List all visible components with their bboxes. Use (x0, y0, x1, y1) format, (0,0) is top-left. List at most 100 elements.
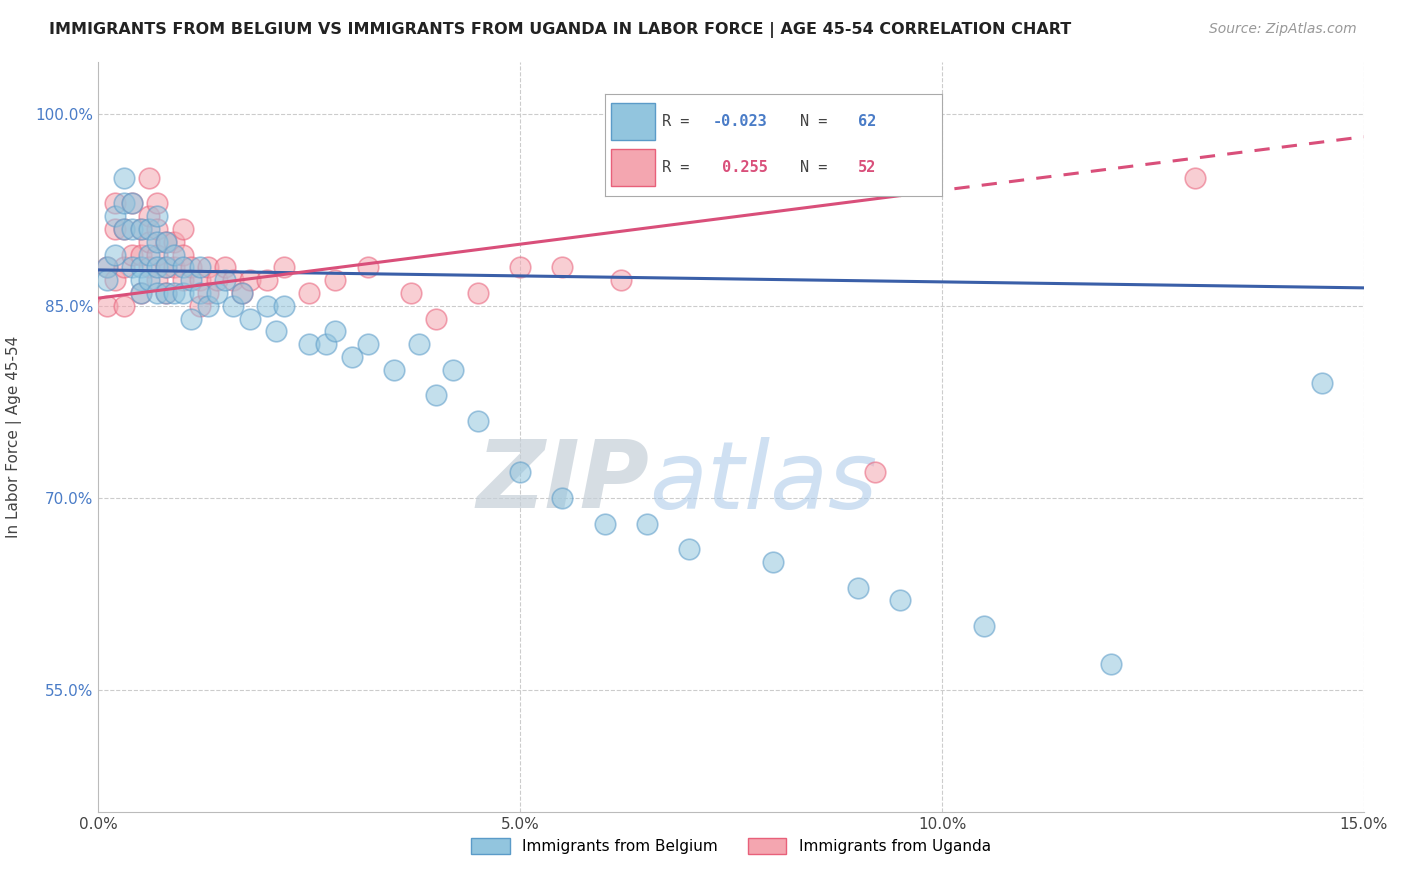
Point (467, 285, 489, 300)
Point (425, 388, 447, 402)
Point (129, 222, 152, 236)
Point (138, 222, 160, 236)
Point (146, 222, 169, 236)
Point (264, 325, 287, 339)
Point (129, 247, 152, 261)
Point (129, 285, 152, 300)
Point (155, 235, 177, 249)
Point (298, 337, 321, 351)
Point (256, 299, 278, 313)
Point (155, 260, 177, 275)
Point (222, 273, 245, 287)
Text: R =: R = (662, 160, 699, 175)
Point (121, 247, 143, 261)
Point (382, 363, 405, 377)
Legend: Immigrants from Belgium, Immigrants from Uganda: Immigrants from Belgium, Immigrants from… (465, 832, 997, 860)
Point (973, 619, 995, 633)
Point (155, 285, 177, 300)
Point (1310, 376, 1333, 390)
Text: atlas: atlas (648, 436, 877, 527)
Text: N =: N = (800, 114, 837, 128)
Point (231, 285, 253, 300)
Point (104, 209, 127, 223)
Point (172, 260, 194, 275)
Text: 62: 62 (858, 114, 876, 128)
Point (129, 222, 152, 236)
Point (222, 299, 245, 313)
Point (214, 273, 236, 287)
FancyBboxPatch shape (612, 103, 655, 140)
Point (551, 260, 574, 275)
Point (138, 260, 160, 275)
Point (205, 273, 228, 287)
Text: 52: 52 (858, 160, 876, 175)
Point (188, 299, 211, 313)
Point (214, 260, 236, 275)
Point (172, 247, 194, 261)
Point (180, 273, 202, 287)
Point (96, 273, 118, 287)
Point (197, 285, 219, 300)
Point (846, 581, 869, 595)
Text: N =: N = (800, 160, 837, 175)
Text: Source: ZipAtlas.com: Source: ZipAtlas.com (1209, 22, 1357, 37)
Point (239, 311, 262, 326)
Point (467, 414, 489, 428)
Point (138, 235, 160, 249)
Text: R =: R = (662, 114, 699, 128)
Point (273, 260, 295, 275)
Point (129, 285, 152, 300)
Point (678, 542, 700, 557)
Point (863, 465, 886, 479)
Point (146, 196, 169, 211)
Point (205, 285, 228, 300)
Point (340, 350, 363, 364)
Point (146, 209, 169, 223)
Point (129, 273, 152, 287)
Point (425, 311, 447, 326)
Point (172, 222, 194, 236)
Point (163, 247, 186, 261)
Point (96, 299, 118, 313)
Point (112, 222, 135, 236)
Point (610, 273, 633, 287)
Point (1184, 170, 1206, 185)
Point (441, 363, 464, 377)
Point (112, 196, 135, 211)
Point (112, 299, 135, 313)
Point (593, 516, 616, 531)
Point (121, 196, 143, 211)
Point (104, 273, 127, 287)
Point (239, 273, 262, 287)
Y-axis label: In Labor Force | Age 45-54: In Labor Force | Age 45-54 (6, 336, 21, 538)
Point (146, 247, 169, 261)
Point (155, 235, 177, 249)
Point (197, 299, 219, 313)
Point (231, 285, 253, 300)
Point (155, 285, 177, 300)
Point (172, 273, 194, 287)
Point (163, 235, 186, 249)
Point (121, 222, 143, 236)
Point (155, 260, 177, 275)
Point (762, 555, 785, 569)
Point (273, 299, 295, 313)
Point (146, 260, 169, 275)
Text: IMMIGRANTS FROM BELGIUM VS IMMIGRANTS FROM UGANDA IN LABOR FORCE | AGE 45-54 COR: IMMIGRANTS FROM BELGIUM VS IMMIGRANTS FR… (49, 22, 1071, 38)
Point (138, 170, 160, 185)
Point (129, 260, 152, 275)
Point (121, 260, 143, 275)
Text: -0.023: -0.023 (713, 114, 768, 128)
Point (188, 260, 211, 275)
Point (104, 196, 127, 211)
Point (188, 285, 211, 300)
Point (197, 260, 219, 275)
Point (298, 285, 321, 300)
Point (399, 285, 422, 300)
Point (146, 273, 169, 287)
Point (509, 465, 531, 479)
Point (636, 516, 658, 531)
Point (138, 209, 160, 223)
Point (112, 170, 135, 185)
Point (180, 260, 202, 275)
